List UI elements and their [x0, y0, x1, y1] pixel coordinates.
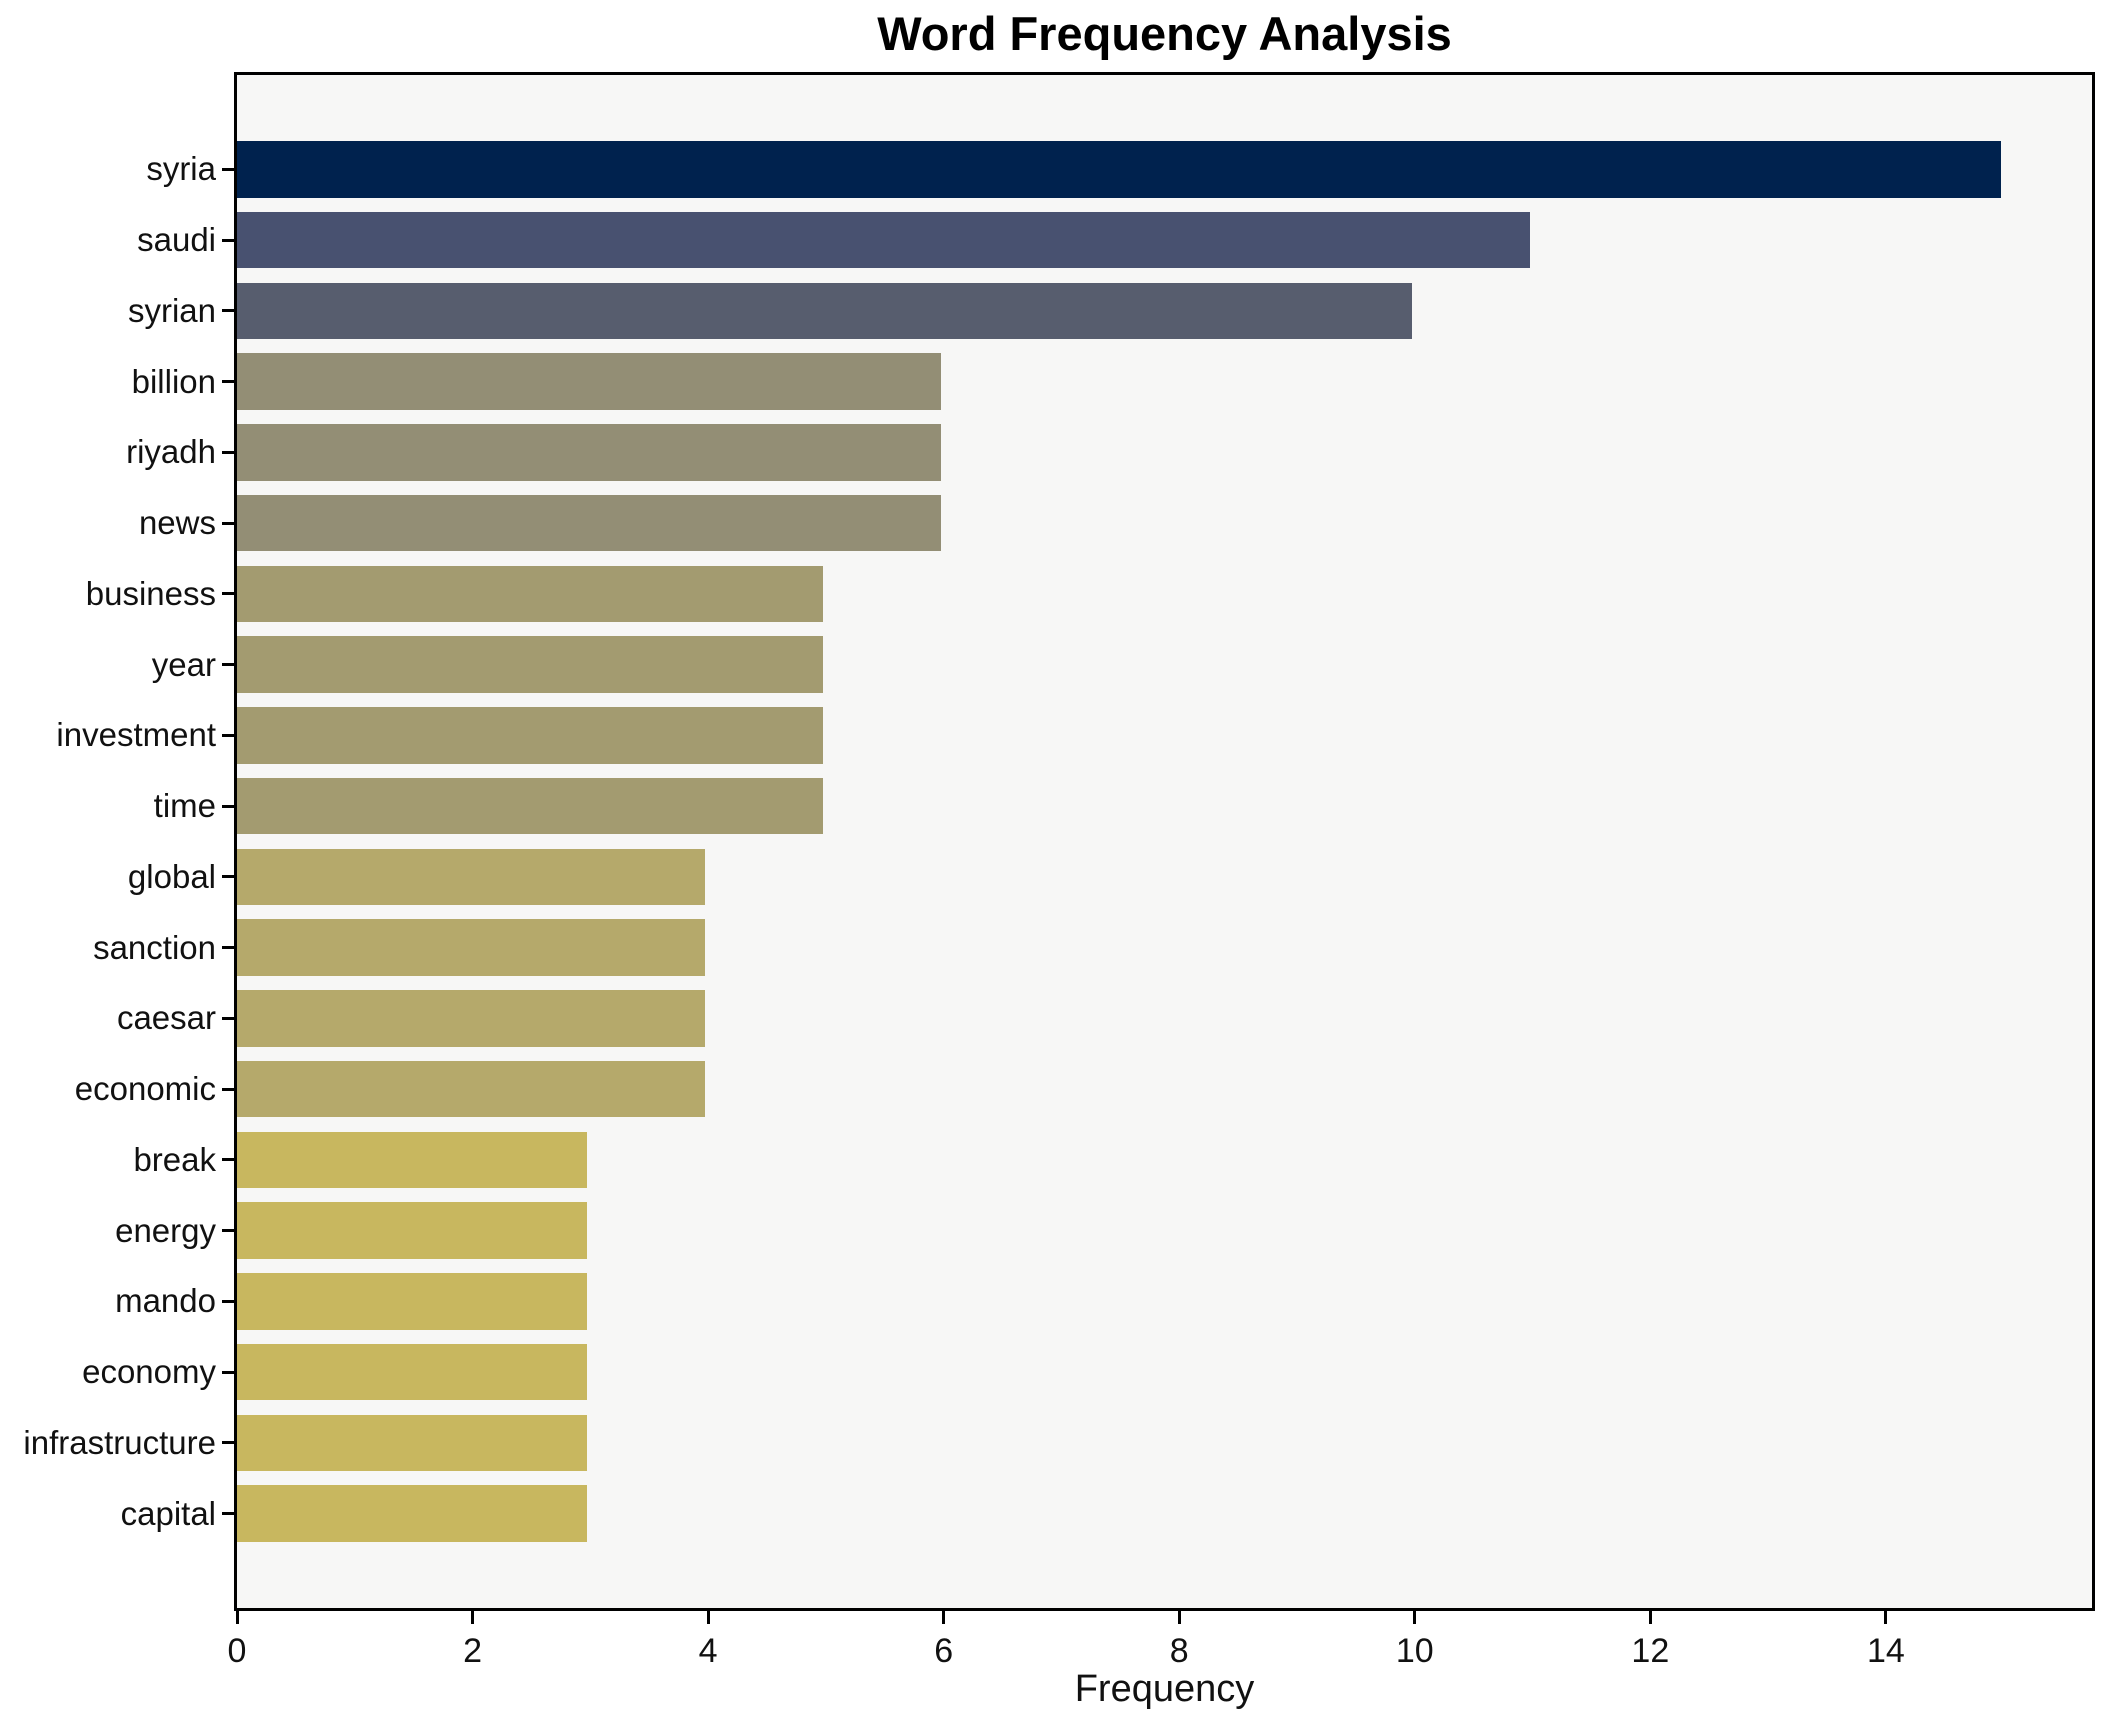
- y-tick-mark: [222, 1158, 234, 1162]
- bar-caesar: [237, 990, 706, 1047]
- bar-economic: [237, 1060, 706, 1118]
- y-tick-label: year: [151, 645, 216, 683]
- x-tick-label: 14: [1866, 1632, 1905, 1670]
- y-tick-mark: [222, 450, 234, 454]
- x-tick-label: 0: [227, 1632, 247, 1670]
- bar-syria: [237, 141, 2001, 198]
- y-tick-label: business: [85, 574, 216, 612]
- bar-syrian: [237, 282, 1412, 340]
- bar-saudi: [237, 211, 1530, 269]
- bar-global: [237, 848, 706, 906]
- bar-energy: [237, 1202, 588, 1259]
- x-tick-mark: [1648, 1611, 1652, 1624]
- y-tick-label: mando: [115, 1282, 216, 1320]
- x-tick-label: 4: [698, 1632, 718, 1670]
- y-tick-mark: [222, 804, 234, 808]
- x-tick-label: 10: [1395, 1632, 1434, 1670]
- bar-investment: [237, 707, 823, 764]
- y-tick-label: investment: [56, 716, 216, 754]
- bar-business: [237, 565, 823, 623]
- y-tick-mark: [222, 238, 234, 242]
- y-tick-label: saudi: [137, 221, 216, 258]
- y-tick-label: syrian: [127, 291, 216, 329]
- plot-area: [234, 72, 2095, 1611]
- y-tick-label: time: [153, 787, 216, 825]
- y-tick-label: energy: [115, 1211, 216, 1249]
- y-tick-mark: [222, 309, 234, 313]
- y-tick-mark: [222, 1441, 234, 1445]
- x-tick-mark: [942, 1611, 946, 1624]
- bar-time: [237, 777, 823, 835]
- y-tick-mark: [222, 1512, 234, 1516]
- bar-capital: [237, 1485, 588, 1542]
- x-tick-mark: [706, 1611, 710, 1624]
- y-tick-mark: [222, 663, 234, 667]
- y-tick-label: break: [133, 1140, 216, 1178]
- x-tick-label: 6: [934, 1632, 954, 1670]
- x-tick-mark: [1177, 1611, 1181, 1624]
- bar-economy: [237, 1343, 588, 1401]
- x-axis-title: Frequency: [1074, 1668, 1255, 1710]
- chart-title: Word Frequency Analysis: [877, 7, 1452, 60]
- y-tick-mark: [222, 1370, 234, 1374]
- x-tick-label: 2: [463, 1632, 482, 1670]
- y-tick-label: infrastructure: [23, 1423, 216, 1461]
- y-tick-label: news: [138, 504, 216, 542]
- x-tick-mark: [1884, 1611, 1888, 1624]
- y-tick-label: economy: [82, 1353, 216, 1391]
- x-tick-mark: [471, 1611, 475, 1624]
- bar-mando: [237, 1273, 588, 1330]
- y-tick-label: capital: [120, 1494, 216, 1532]
- y-tick-label: global: [127, 857, 216, 895]
- bar-billion: [237, 353, 941, 410]
- bar-infrastructure: [237, 1414, 588, 1472]
- y-tick-label: economic: [74, 1070, 216, 1108]
- y-tick-mark: [222, 1229, 234, 1233]
- y-tick-mark: [222, 592, 234, 596]
- bar-sanction: [237, 919, 706, 976]
- x-tick-mark: [235, 1611, 239, 1624]
- y-tick-mark: [222, 875, 234, 879]
- bar-riyadh: [237, 424, 941, 481]
- x-tick-mark: [1413, 1611, 1417, 1624]
- y-tick-label: riyadh: [126, 433, 216, 471]
- y-tick-mark: [222, 380, 234, 384]
- bar-year: [237, 636, 823, 693]
- y-tick-label: billion: [131, 362, 216, 400]
- y-tick-label: sanction: [93, 928, 216, 966]
- y-tick-label: caesar: [116, 999, 216, 1037]
- y-tick-mark: [222, 1299, 234, 1303]
- bar-news: [237, 494, 941, 552]
- x-tick-label: 8: [1169, 1632, 1189, 1670]
- y-tick-mark: [222, 946, 234, 950]
- y-tick-mark: [222, 521, 234, 525]
- y-tick-mark: [222, 167, 234, 171]
- y-tick-mark: [222, 733, 234, 737]
- y-tick-label: syria: [146, 150, 216, 188]
- x-tick-label: 12: [1631, 1632, 1670, 1670]
- y-tick-mark: [222, 1087, 234, 1091]
- bar-break: [237, 1131, 588, 1189]
- y-tick-mark: [222, 1016, 234, 1020]
